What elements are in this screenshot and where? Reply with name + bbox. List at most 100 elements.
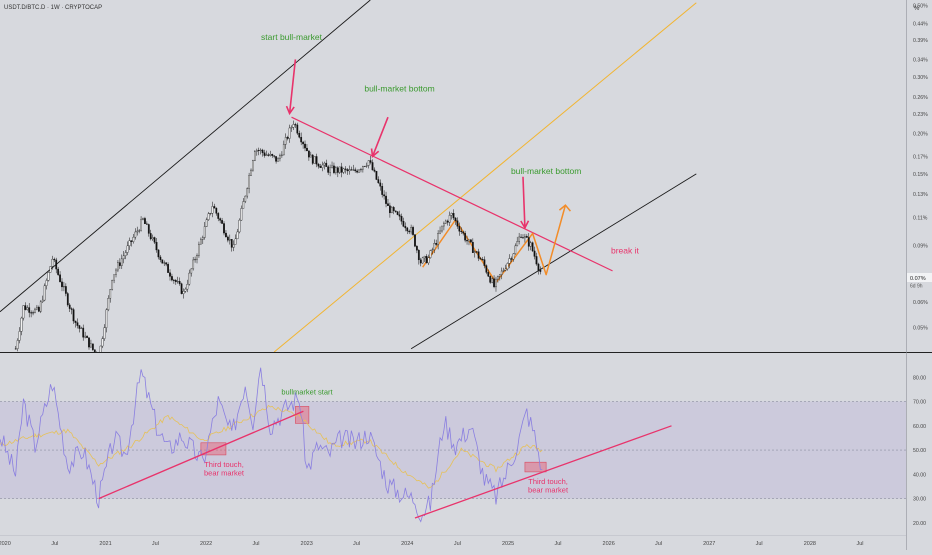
candle-body-2023-09-11	[375, 171, 378, 180]
candle-body-2024-07-08	[458, 226, 461, 232]
candle-body-2024-07-22	[462, 231, 465, 234]
rsi-tick-label: 80.00	[913, 375, 926, 381]
candle-body-2021-04-05	[130, 240, 133, 242]
candle-body-2024-07-29	[464, 233, 466, 241]
candle-body-2023-09-18	[377, 179, 380, 184]
rsi-trendline-1	[414, 425, 672, 519]
candle-body-2021-12-13	[199, 239, 202, 245]
candle-body-2023-10-30	[389, 205, 391, 214]
candle-body-2024-05-20	[444, 220, 447, 224]
candle-body-2024-07-15	[460, 231, 463, 233]
candle-body-2021-07-19	[159, 256, 162, 260]
candle-body-2022-11-14	[292, 124, 295, 128]
candle-body-2021-01-25	[111, 279, 114, 290]
price-tick-label: 0.06%	[913, 300, 928, 306]
candle-body-2021-10-25	[186, 284, 189, 290]
candle-body-2021-03-08	[122, 255, 125, 260]
candle-body-2021-07-05	[155, 242, 158, 251]
candle-body-2022-07-18	[259, 149, 262, 151]
candle-body-2024-01-01	[406, 227, 409, 232]
candle-body-2022-03-28	[228, 239, 231, 241]
candle-body-2024-12-02	[498, 274, 501, 277]
candle-body-2021-02-08	[115, 269, 117, 275]
candle-body-2023-03-13	[325, 162, 328, 167]
candle-body-2025-03-03	[524, 236, 526, 239]
candle-series	[14, 120, 542, 352]
candle-body-2020-04-20	[34, 308, 36, 313]
candle-body-2022-11-07	[290, 127, 293, 129]
rsi-band-layer	[0, 401, 906, 499]
rsi-annotation-line: Third touch,	[204, 460, 244, 469]
candle-body-2025-02-10	[518, 236, 521, 242]
candle-body-2020-05-25	[43, 285, 46, 301]
candle-body-2023-07-31	[363, 166, 366, 167]
candle-body-2023-01-23	[311, 154, 314, 164]
candle-body-2023-05-22	[344, 168, 347, 170]
time-tick-label: 2026	[603, 541, 615, 547]
candle-body-2020-11-09	[90, 343, 92, 348]
rsi-tick-label: 30.00	[913, 497, 926, 503]
pointer-arrow-0	[288, 59, 297, 114]
time-tick-label: 2021	[99, 541, 111, 547]
rsi-tick-label: 20.00	[913, 521, 926, 527]
candle-body-2020-11-23	[93, 349, 96, 352]
candle-body-2021-11-01	[188, 272, 191, 285]
rsi-axis[interactable]: 20.00 30.00 40.00 50.00 60.00 70.00 80.00	[913, 375, 926, 527]
price-tick-label: 0.26%	[913, 95, 928, 101]
candle-body-2022-11-21	[294, 124, 297, 126]
candle-body-2021-09-20	[176, 281, 179, 283]
candle-body-2023-03-20	[327, 166, 330, 173]
candle-body-2023-04-17	[335, 167, 337, 173]
time-axis[interactable]: 2020 Jul 2021 Jul 2022 Jul 2023 Jul 2024 Jul 2025 J…	[0, 541, 863, 547]
candle-body-2023-08-07	[365, 165, 368, 167]
candle-body-2021-12-06	[198, 243, 200, 256]
candle-body-2022-09-05	[273, 155, 276, 157]
candle-body-2022-04-18	[234, 238, 237, 245]
candle-body-2022-05-23	[244, 195, 247, 202]
time-tick-label: Jul	[856, 541, 863, 547]
candle-body-2023-07-10	[358, 169, 360, 173]
candle-body-2020-07-06	[55, 259, 58, 270]
rsi-moving-average	[0, 404, 543, 489]
candle-body-2024-08-05	[466, 240, 468, 242]
candle-body-2020-02-24	[18, 331, 21, 341]
candle-body-2023-12-04	[398, 214, 401, 217]
candle-body-2020-04-06	[30, 312, 33, 314]
candle-body-2021-02-15	[117, 262, 119, 271]
candle-body-2020-12-14	[99, 345, 102, 352]
candle-body-2024-09-16	[477, 251, 480, 259]
candle-body-2023-08-21	[369, 160, 372, 163]
candle-body-2020-10-19	[84, 335, 87, 338]
scale-mode-button[interactable]: %	[914, 6, 920, 12]
candle-body-2025-01-27	[514, 245, 517, 255]
candle-body-2020-07-20	[59, 274, 61, 283]
rsi-line	[0, 367, 543, 523]
candle-body-2022-12-12	[300, 137, 303, 143]
rsi-tick-label: 40.00	[913, 472, 926, 478]
candle-body-2022-01-17	[209, 212, 212, 214]
candle-body-2020-09-28	[78, 325, 81, 329]
candle-body-2020-12-21	[101, 338, 104, 347]
candle-body-2024-10-14	[485, 265, 488, 273]
symbol-header: USDT.D/BTC.D · 1W · CRYPTOCAP	[4, 5, 102, 11]
rsi-tick-label: 70.00	[913, 400, 926, 406]
candle-body-2025-04-07	[533, 250, 536, 257]
candle-body-2020-09-21	[76, 322, 79, 326]
candle-body-2023-07-17	[360, 168, 362, 171]
candle-body-2020-08-24	[68, 304, 71, 309]
candle-body-2023-07-24	[362, 166, 364, 170]
candle-body-2022-08-22	[269, 154, 272, 156]
candle-body-2023-02-13	[317, 163, 320, 167]
candle-body-2023-12-18	[402, 221, 405, 227]
price-axis[interactable]: 0.05% 0.06% 0.09% 0.11% 0.13% 0.15% 0.17% 0.20%…	[913, 3, 928, 331]
candle-body-2021-05-31	[145, 223, 148, 225]
candle-body-2025-04-14	[535, 256, 538, 265]
candle-body-2022-02-21	[219, 218, 222, 221]
candle-body-2025-02-24	[522, 237, 524, 239]
candle-body-2024-06-03	[448, 215, 451, 223]
candle-body-2024-08-12	[468, 239, 470, 242]
rsi-highlight-box-1	[295, 406, 310, 424]
pointer-arrow-2	[522, 176, 526, 228]
time-tick-label: Jul	[252, 541, 259, 547]
